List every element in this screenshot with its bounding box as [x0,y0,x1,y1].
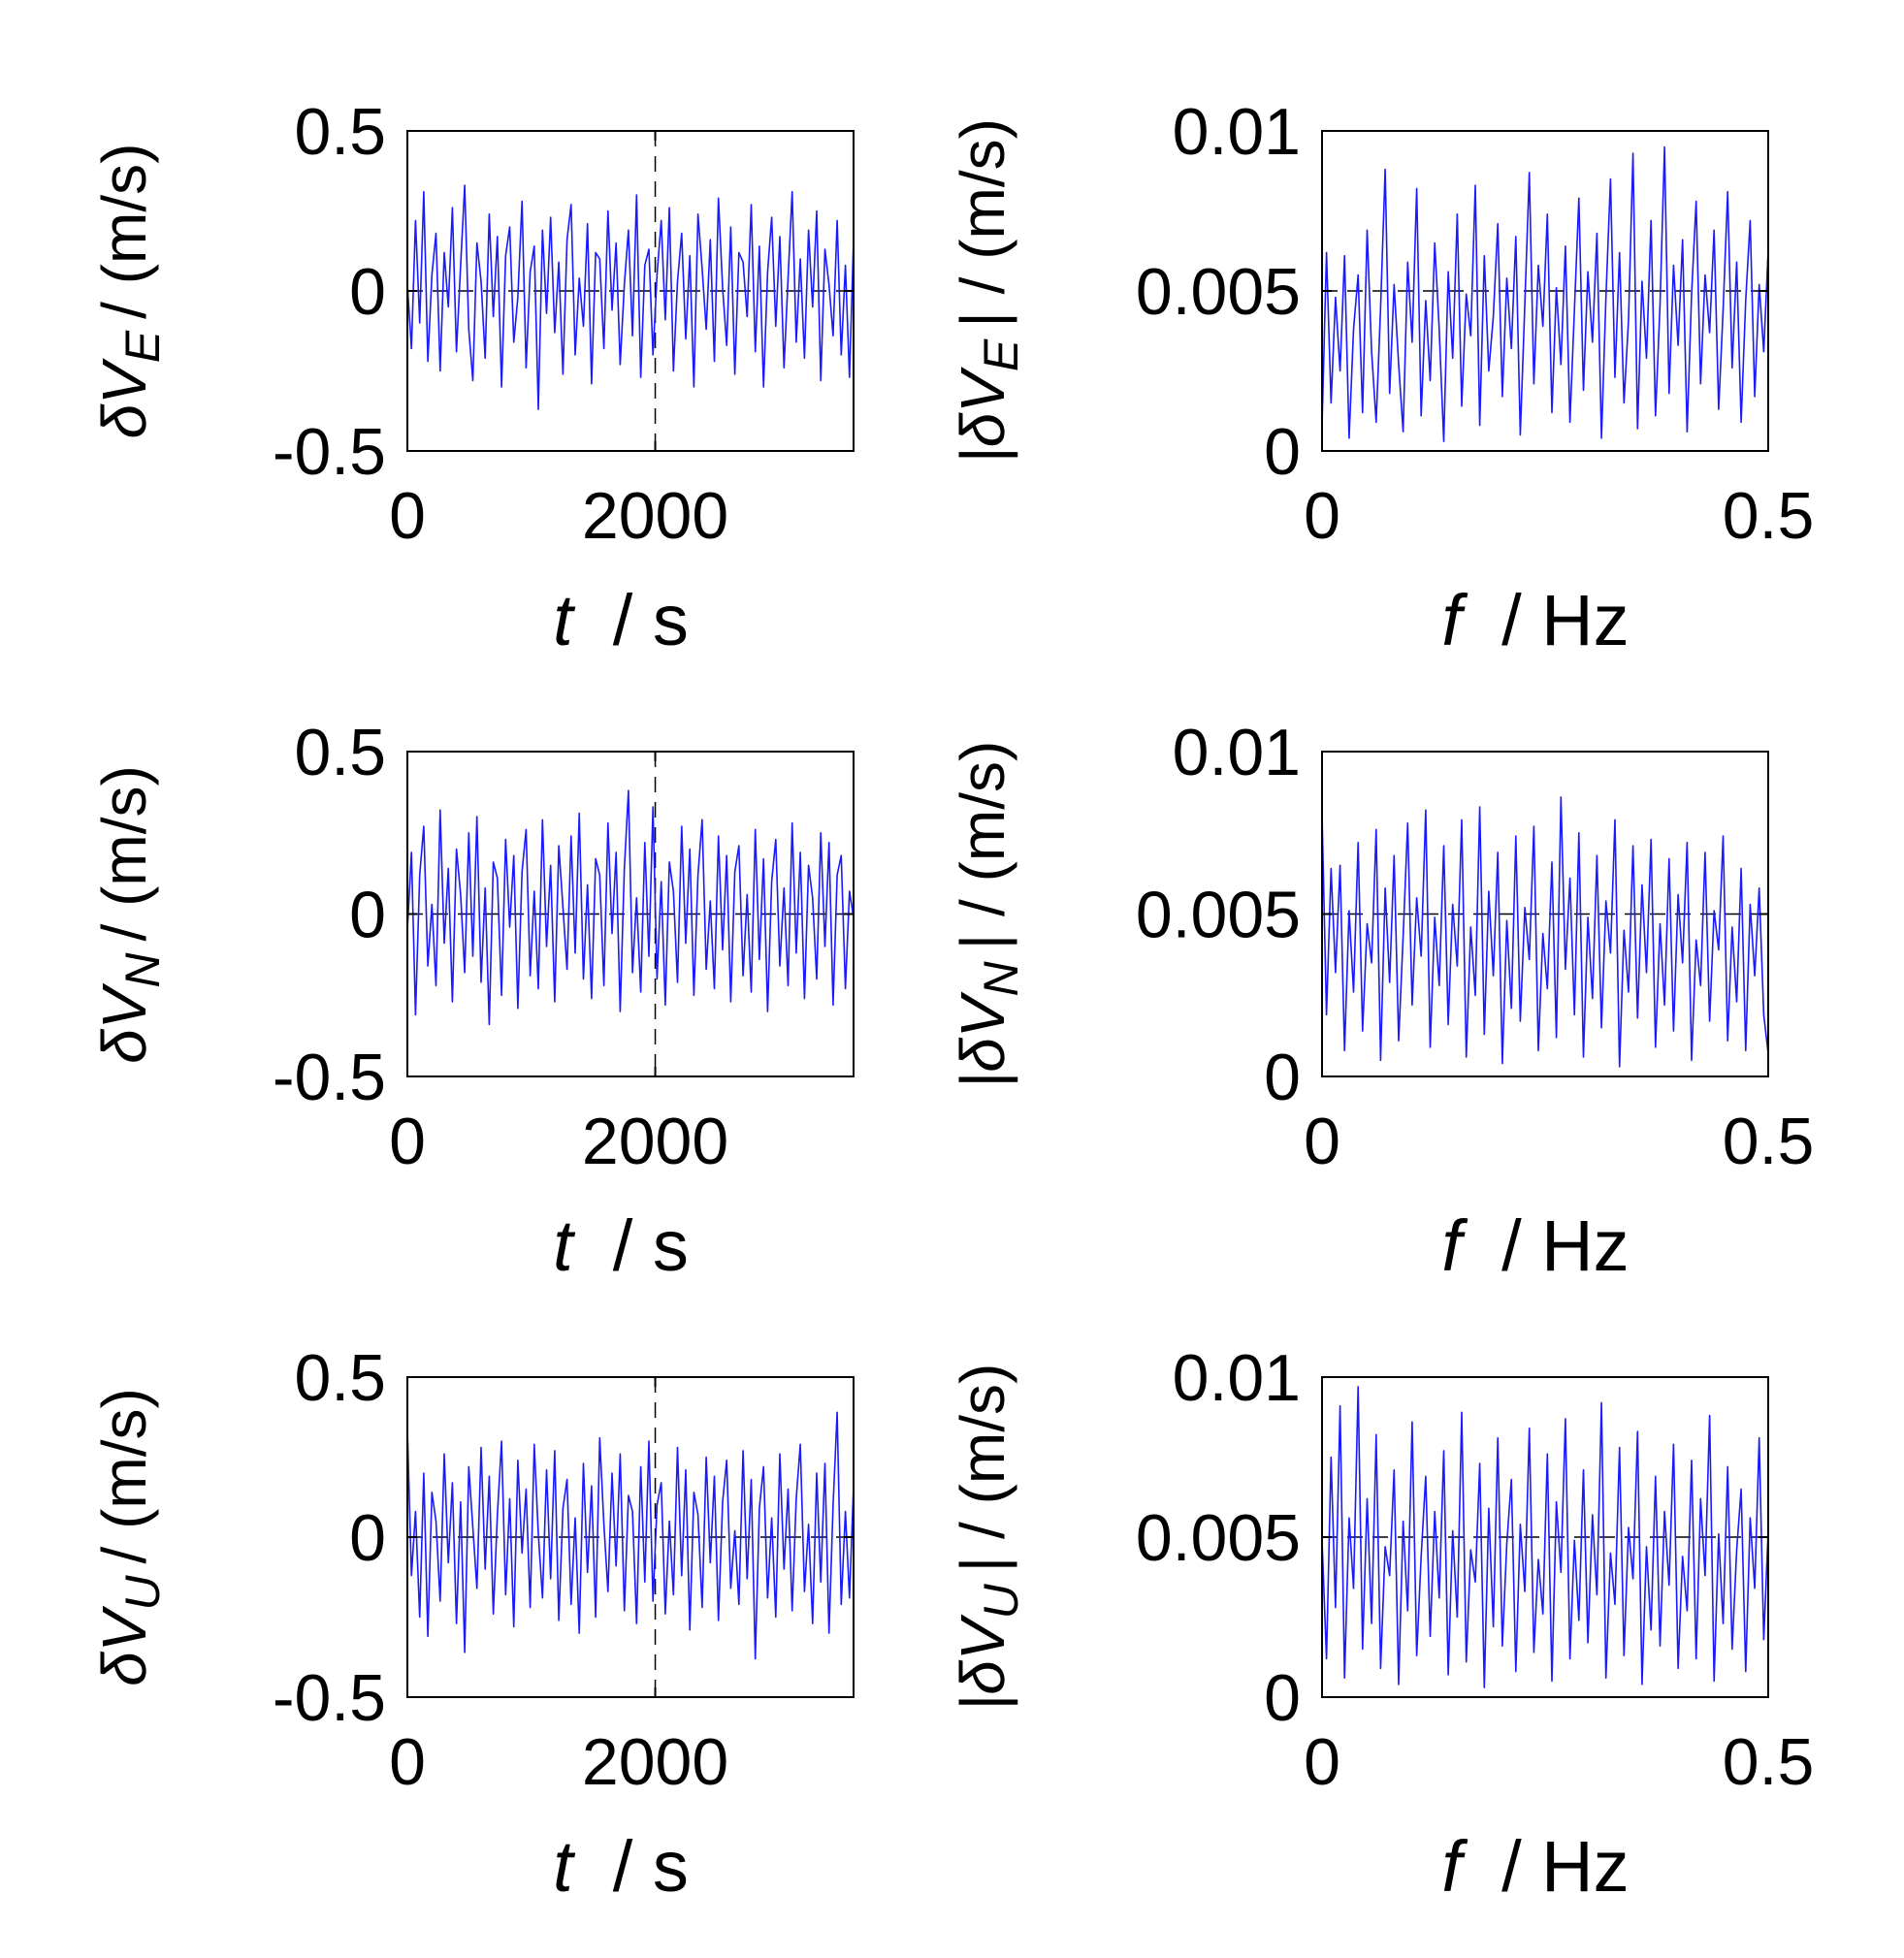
y-axis-subscript: E [115,330,170,363]
y-axis-unit: / (m/s) [89,765,159,941]
x-axis-unit: / s [613,580,689,660]
y-axis-subscript: N [974,960,1028,996]
ytick-label: 0 [1264,1661,1301,1735]
x-axis-unit: / s [613,1205,689,1286]
panel-time-up-frame [406,1376,855,1698]
x-axis-label: f / Hz [1441,1205,1629,1286]
xtick-label: 0 [389,1105,426,1178]
y-axis-label: δVE / (m/s) [89,144,170,439]
panel-time-north: -0.5 0 0.5 0 2000 t / s δVN / (m/s) [89,716,855,1286]
panel-spectrum-east-frame [1321,130,1769,452]
ytick-label: 0.005 [1136,1501,1301,1575]
panel-spectrum-up-frame [1321,1376,1769,1698]
xtick-label: 0 [389,479,426,553]
x-axis-unit: / Hz [1501,1205,1630,1286]
ytick-label: 0.005 [1136,879,1301,952]
ytick-label: 0 [1264,415,1301,489]
y-axis-label: |δVU | / (m/s) [948,1364,1028,1712]
ytick-label: 0 [349,879,386,952]
x-axis-label: f / Hz [1441,1826,1629,1907]
xtick-label: 0.5 [1723,1725,1815,1799]
ytick-label: 0.01 [1173,95,1301,169]
y-axis-prefix: δ [89,1028,159,1064]
x-axis-unit: / Hz [1501,580,1630,660]
x-axis-label: t / s [553,580,689,660]
ytick-label: 0.01 [1173,1341,1301,1415]
panel-spectrum-up: 0 0.005 0.01 0 0.5 f / Hz |δVU | / (m/s) [948,1341,1814,1907]
xtick-label: 0 [1304,479,1340,553]
y-axis-subscript: E [974,338,1028,371]
x-axis-label: t / s [553,1826,689,1907]
series-line [1321,796,1769,1068]
panel-time-east-frame [406,130,855,452]
y-axis-var: V [948,991,1017,1038]
series-line [1321,1386,1769,1688]
y-axis-unit: | / (m/s) [948,1364,1017,1573]
y-axis-prefix: |δ [948,411,1018,464]
ytick-label: 0.01 [1173,716,1301,789]
ytick-label: -0.5 [273,1041,386,1114]
ytick-label: 0.5 [294,95,386,169]
xtick-label: 0 [1304,1105,1340,1178]
series-line [406,789,855,1026]
series-line [1321,145,1769,442]
xtick-label: 2000 [582,1105,728,1178]
y-axis-label: |δVN | / (m/s) [948,741,1028,1089]
y-axis-var: V [948,1614,1017,1660]
series-line [406,184,855,410]
xtick-label: 0.5 [1723,1105,1815,1178]
panel-time-up: -0.5 0 0.5 0 2000 t / s δVU / (m/s) [89,1341,855,1907]
y-axis-unit: / (m/s) [89,1388,159,1563]
ytick-label: 0.005 [1136,255,1301,329]
y-axis-unit: | / (m/s) [948,741,1017,950]
y-axis-unit: | / (m/s) [948,118,1017,328]
xtick-label: 0 [1304,1725,1340,1799]
x-axis-label: f / Hz [1441,580,1629,660]
ytick-label: 0 [349,1501,386,1575]
ytick-label: 0.5 [294,716,386,789]
y-axis-var: V [89,982,159,1029]
xtick-label: 2000 [582,1725,728,1799]
xtick-label: 0.5 [1723,479,1815,553]
panel-time-north-frame [406,751,855,1077]
y-axis-label: |δVE | / (m/s) [948,118,1028,464]
panel-time-east: -0.5 0 0.5 0 2000 t / s δVE / (m/s) [89,95,855,660]
x-axis-var: t [553,1205,576,1286]
series-line [406,1411,855,1660]
y-axis-prefix: |δ [948,1659,1018,1712]
x-axis-var: t [553,1826,576,1907]
y-axis-subscript: U [974,1583,1028,1619]
y-axis-var: V [89,1605,159,1652]
y-axis-label: δVU / (m/s) [89,1388,170,1686]
y-axis-unit: / (m/s) [89,144,159,319]
ytick-label: -0.5 [273,415,386,489]
y-axis-subscript: N [115,952,170,988]
ytick-label: -0.5 [273,1661,386,1735]
xtick-label: 2000 [582,479,728,553]
y-axis-var: V [948,367,1017,413]
ytick-label: 0 [349,255,386,329]
y-axis-prefix: δ [89,1651,159,1686]
panel-spectrum-east: 0 0.005 0.01 0 0.5 f / Hz |δVE | / (m/s) [948,95,1814,660]
x-axis-unit: / Hz [1501,1826,1630,1907]
panel-spectrum-north: 0 0.005 0.01 0 0.5 f / Hz |δVN | / (m/s) [948,716,1814,1286]
y-axis-prefix: |δ [948,1037,1018,1089]
x-axis-var: t [553,580,576,660]
ytick-label: 0.5 [294,1341,386,1415]
y-axis-label: δVN / (m/s) [89,765,170,1064]
y-axis-prefix: δ [89,402,159,438]
x-axis-label: t / s [553,1205,689,1286]
x-axis-unit: / s [613,1826,689,1907]
y-axis-var: V [89,358,159,404]
ytick-label: 0 [1264,1041,1301,1114]
panel-spectrum-north-frame [1321,751,1769,1077]
xtick-label: 0 [389,1725,426,1799]
y-axis-subscript: U [115,1575,170,1611]
